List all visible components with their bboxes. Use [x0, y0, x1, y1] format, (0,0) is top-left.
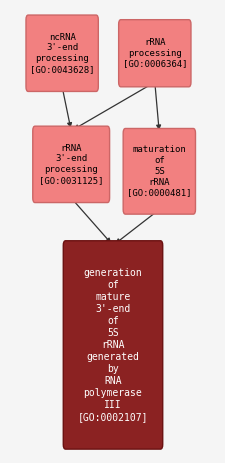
FancyBboxPatch shape: [123, 128, 195, 214]
Text: rRNA
processing
[GO:0006364]: rRNA processing [GO:0006364]: [122, 38, 186, 69]
Text: rRNA
3'-end
processing
[GO:0031125]: rRNA 3'-end processing [GO:0031125]: [39, 144, 103, 185]
FancyBboxPatch shape: [26, 15, 98, 91]
FancyBboxPatch shape: [118, 19, 190, 87]
FancyBboxPatch shape: [63, 241, 162, 449]
Text: maturation
of
5S
rRNA
[GO:0000481]: maturation of 5S rRNA [GO:0000481]: [126, 145, 191, 197]
Text: generation
of
mature
3'-end
of
5S
rRNA
generated
by
RNA
polymerase
III
[GO:00021: generation of mature 3'-end of 5S rRNA g…: [77, 268, 148, 422]
Text: ncRNA
3'-end
processing
[GO:0043628]: ncRNA 3'-end processing [GO:0043628]: [30, 32, 94, 74]
FancyBboxPatch shape: [33, 126, 109, 203]
